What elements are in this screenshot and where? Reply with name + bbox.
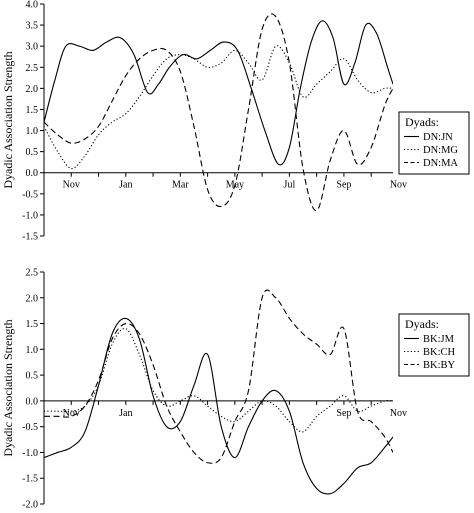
y-tick-label: 1.5 — [26, 319, 39, 330]
legend-box — [398, 111, 470, 175]
x-tick-label: Nov — [63, 180, 80, 191]
y-tick-label: 0.5 — [26, 147, 39, 158]
x-tick-label: Mar — [172, 180, 189, 191]
legend-item-label: BK:JM — [423, 334, 455, 345]
y-tick-label: -0.5 — [22, 422, 38, 433]
chart-panel-2: 2.5 2.0 1.5 1.0 0.5 0.0 -0.5 -1.0 -1.5 -2.0 Nov Jan… — [1, 268, 470, 511]
series-line-bk-ch — [44, 327, 393, 433]
x-tick-label: Nov — [390, 180, 407, 191]
y-tick-label: 0.5 — [26, 371, 39, 382]
y-tick-label: 1.0 — [26, 345, 39, 356]
y-tick-label: 0.0 — [26, 396, 39, 407]
y-tick-label: 2.0 — [26, 84, 39, 95]
legend-item-label: DN:JN — [423, 132, 453, 143]
y-tick-label: 3.0 — [26, 42, 39, 53]
legend-item-label: BK:BY — [423, 360, 456, 371]
x-tick-label: Jan — [119, 408, 132, 419]
y-tick-label: 1.5 — [26, 105, 39, 116]
x-tick-label: Jul — [284, 180, 296, 191]
series-line-dn-jn — [44, 20, 393, 166]
y-tick-label: -2.0 — [22, 500, 38, 509]
x-tick-label: Nov — [63, 408, 80, 419]
y-tick-label: -1.5 — [22, 232, 38, 243]
y-axis-label: Dyadic Association Strength — [1, 51, 15, 188]
y-tick-label: 0.0 — [26, 168, 39, 179]
x-tick-label: Nov — [390, 408, 407, 419]
legend-item-label: DN:MA — [423, 158, 458, 169]
legend-item-label: DN:MG — [423, 145, 458, 156]
y-tick-label: -1.0 — [22, 448, 38, 459]
x-tick-label: Sep — [336, 180, 351, 191]
x-tick-label: Jan — [119, 180, 132, 191]
y-tick-label: 2.5 — [26, 268, 39, 279]
y-tick-label: 3.5 — [26, 21, 39, 32]
legend-item-label: BK:CH — [423, 347, 456, 358]
legend-title: Dyads: — [405, 317, 439, 331]
series-line-bk-by — [44, 289, 393, 464]
y-axis-label: Dyadic Association Strength — [1, 319, 15, 456]
y-tick-label: 2.5 — [26, 63, 39, 74]
y-tick-label: 1.0 — [26, 126, 39, 137]
legend-box — [398, 313, 470, 377]
legend-title: Dyads: — [405, 115, 439, 129]
y-tick-label: 2.0 — [26, 293, 39, 304]
legend: Dyads: DN:JN DN:MG DN:MA — [398, 111, 470, 175]
y-tick-label: -1.5 — [22, 474, 38, 485]
series-line-dn-mg — [44, 45, 393, 170]
chart-panel-1: 4.0 3.5 3.0 2.5 2.0 1.5 1.0 0.5 0.0 -0.5 -1.0 -1.5 N… — [1, 0, 470, 243]
y-tick-label: 4.0 — [26, 0, 39, 11]
series-line-dn-ma — [44, 13, 393, 212]
legend: Dyads: BK:JM BK:CH BK:BY — [398, 313, 470, 377]
x-tick-label: Sep — [336, 408, 351, 419]
series-line-bk-jm — [44, 317, 393, 495]
y-tick-label: -1.0 — [22, 210, 38, 221]
y-tick-label: -0.5 — [22, 189, 38, 200]
